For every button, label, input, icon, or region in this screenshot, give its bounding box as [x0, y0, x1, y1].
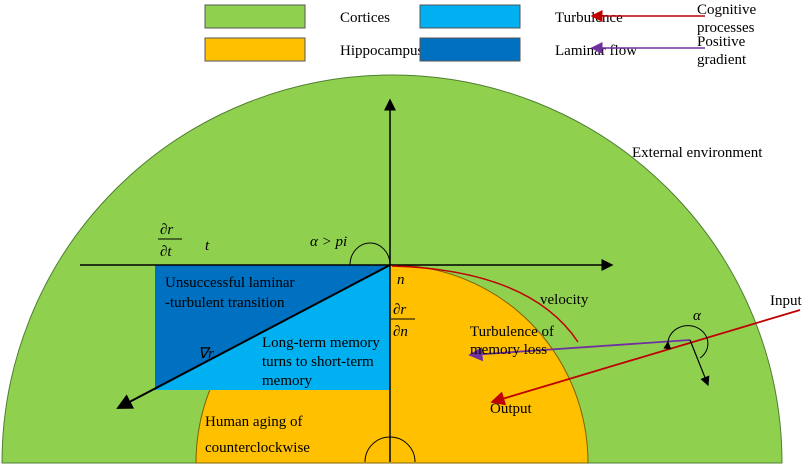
dr-dt-den: ∂t⃗ — [160, 244, 183, 260]
longterm-label: Long-term memory — [262, 335, 380, 351]
legend-swatch — [419, 4, 521, 29]
longterm-label: memory — [262, 373, 312, 389]
alpha-arc — [663, 325, 709, 359]
gradient-arrow — [116, 264, 391, 409]
output-label: Output — [490, 401, 533, 417]
legend-swatch — [204, 4, 306, 29]
dr-dt-num: ∂r — [160, 222, 173, 238]
grad-label: ∇r — [198, 346, 214, 362]
alpha-label: α — [693, 308, 702, 324]
legend-label: Cortices — [340, 10, 390, 26]
t-label: t⃗ — [205, 238, 221, 254]
input-label: Input — [770, 293, 802, 309]
laminar-label: -turbulent transition — [165, 295, 285, 311]
alpha-pi-label: α > pi — [310, 234, 347, 250]
legend-arrow-label: gradient — [697, 52, 747, 68]
legend-label: Laminar flow — [555, 43, 637, 59]
legend-arrow-label: Positive — [697, 34, 746, 50]
laminar-label: Unsuccessful laminar — [165, 275, 295, 291]
dr-dn-den: ∂n⃗ — [393, 324, 420, 340]
legend-label: Hippocampus — [340, 43, 423, 59]
legend-label: Turbulence — [555, 10, 623, 26]
legend-arrow-label: processes — [697, 20, 755, 36]
velocity-curve — [391, 265, 579, 343]
normal-arrow — [689, 339, 710, 387]
angle-arc — [349, 242, 391, 266]
velocity-label: velocity — [540, 292, 589, 308]
turbulence-label: memory loss — [470, 342, 547, 358]
input-arrow — [490, 309, 801, 406]
longterm-label: turns to short-term — [262, 354, 374, 370]
legend-arrow-label: Cognitive — [697, 2, 757, 18]
turbulence-label: Turbulence of — [470, 324, 554, 340]
aging-label: Human aging of — [205, 414, 302, 430]
legend: Cortices Hippocampus Turbulence Laminar flo… — [204, 2, 757, 68]
bottom-arc — [364, 436, 416, 463]
external-label: External environment — [632, 145, 763, 161]
n-label: n⃗ — [397, 272, 416, 288]
legend-swatch — [419, 37, 521, 62]
legend-swatch — [204, 37, 306, 62]
dr-dn-num: ∂r — [393, 302, 406, 318]
gradient-purple-arrow — [468, 339, 691, 362]
aging-label: counterclockwise — [205, 440, 310, 456]
